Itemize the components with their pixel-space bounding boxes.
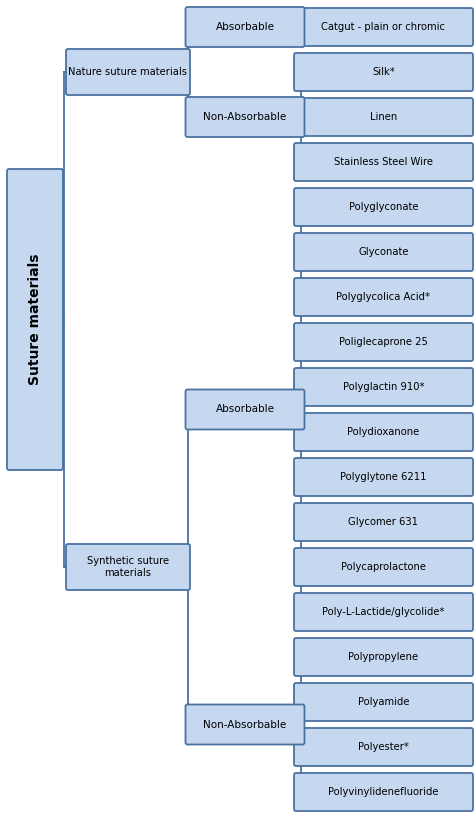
FancyBboxPatch shape (294, 278, 473, 316)
FancyBboxPatch shape (7, 169, 63, 470)
Text: Poliglecaprone 25: Poliglecaprone 25 (339, 337, 428, 347)
FancyBboxPatch shape (294, 593, 473, 631)
Text: Catgut - plain or chromic: Catgut - plain or chromic (321, 22, 446, 32)
FancyBboxPatch shape (294, 683, 473, 721)
Text: Polyvinylidenefluoride: Polyvinylidenefluoride (328, 787, 439, 797)
Text: Polyglytone 6211: Polyglytone 6211 (340, 472, 427, 482)
FancyBboxPatch shape (66, 544, 190, 590)
Text: Polyglyconate: Polyglyconate (349, 202, 418, 212)
FancyBboxPatch shape (185, 390, 304, 429)
Text: Suture materials: Suture materials (28, 254, 42, 385)
FancyBboxPatch shape (294, 323, 473, 361)
Text: Nature suture materials: Nature suture materials (69, 67, 188, 77)
FancyBboxPatch shape (66, 49, 190, 95)
FancyBboxPatch shape (185, 704, 304, 744)
Text: Absorbable: Absorbable (216, 405, 274, 414)
Text: Polyglactin 910*: Polyglactin 910* (343, 382, 424, 392)
Text: Polypropylene: Polypropylene (348, 652, 419, 662)
FancyBboxPatch shape (294, 773, 473, 811)
FancyBboxPatch shape (185, 97, 304, 137)
Text: Absorbable: Absorbable (216, 22, 274, 32)
FancyBboxPatch shape (185, 7, 304, 47)
FancyBboxPatch shape (294, 368, 473, 406)
FancyBboxPatch shape (294, 233, 473, 271)
Text: Stainless Steel Wire: Stainless Steel Wire (334, 157, 433, 167)
FancyBboxPatch shape (294, 728, 473, 766)
FancyBboxPatch shape (294, 548, 473, 586)
FancyBboxPatch shape (294, 8, 473, 46)
Text: Glyconate: Glyconate (358, 247, 409, 257)
FancyBboxPatch shape (294, 98, 473, 136)
Text: Non-Absorbable: Non-Absorbable (203, 112, 287, 122)
FancyBboxPatch shape (294, 188, 473, 226)
Text: Polydioxanone: Polydioxanone (347, 427, 419, 437)
Text: Polycaprolactone: Polycaprolactone (341, 562, 426, 572)
Text: Glycomer 631: Glycomer 631 (348, 517, 419, 527)
Text: Linen: Linen (370, 112, 397, 122)
FancyBboxPatch shape (294, 53, 473, 91)
FancyBboxPatch shape (294, 638, 473, 676)
Text: Polyester*: Polyester* (358, 742, 409, 752)
Text: Synthetic suture
materials: Synthetic suture materials (87, 556, 169, 577)
Text: Silk*: Silk* (372, 67, 395, 77)
Text: Polyglycolica Acid*: Polyglycolica Acid* (337, 292, 430, 302)
Text: Poly-L-Lactide/glycolide*: Poly-L-Lactide/glycolide* (322, 607, 445, 617)
Text: Polyamide: Polyamide (358, 697, 409, 707)
FancyBboxPatch shape (294, 458, 473, 496)
FancyBboxPatch shape (294, 143, 473, 181)
FancyBboxPatch shape (294, 503, 473, 541)
Text: Non-Absorbable: Non-Absorbable (203, 720, 287, 730)
FancyBboxPatch shape (294, 413, 473, 451)
